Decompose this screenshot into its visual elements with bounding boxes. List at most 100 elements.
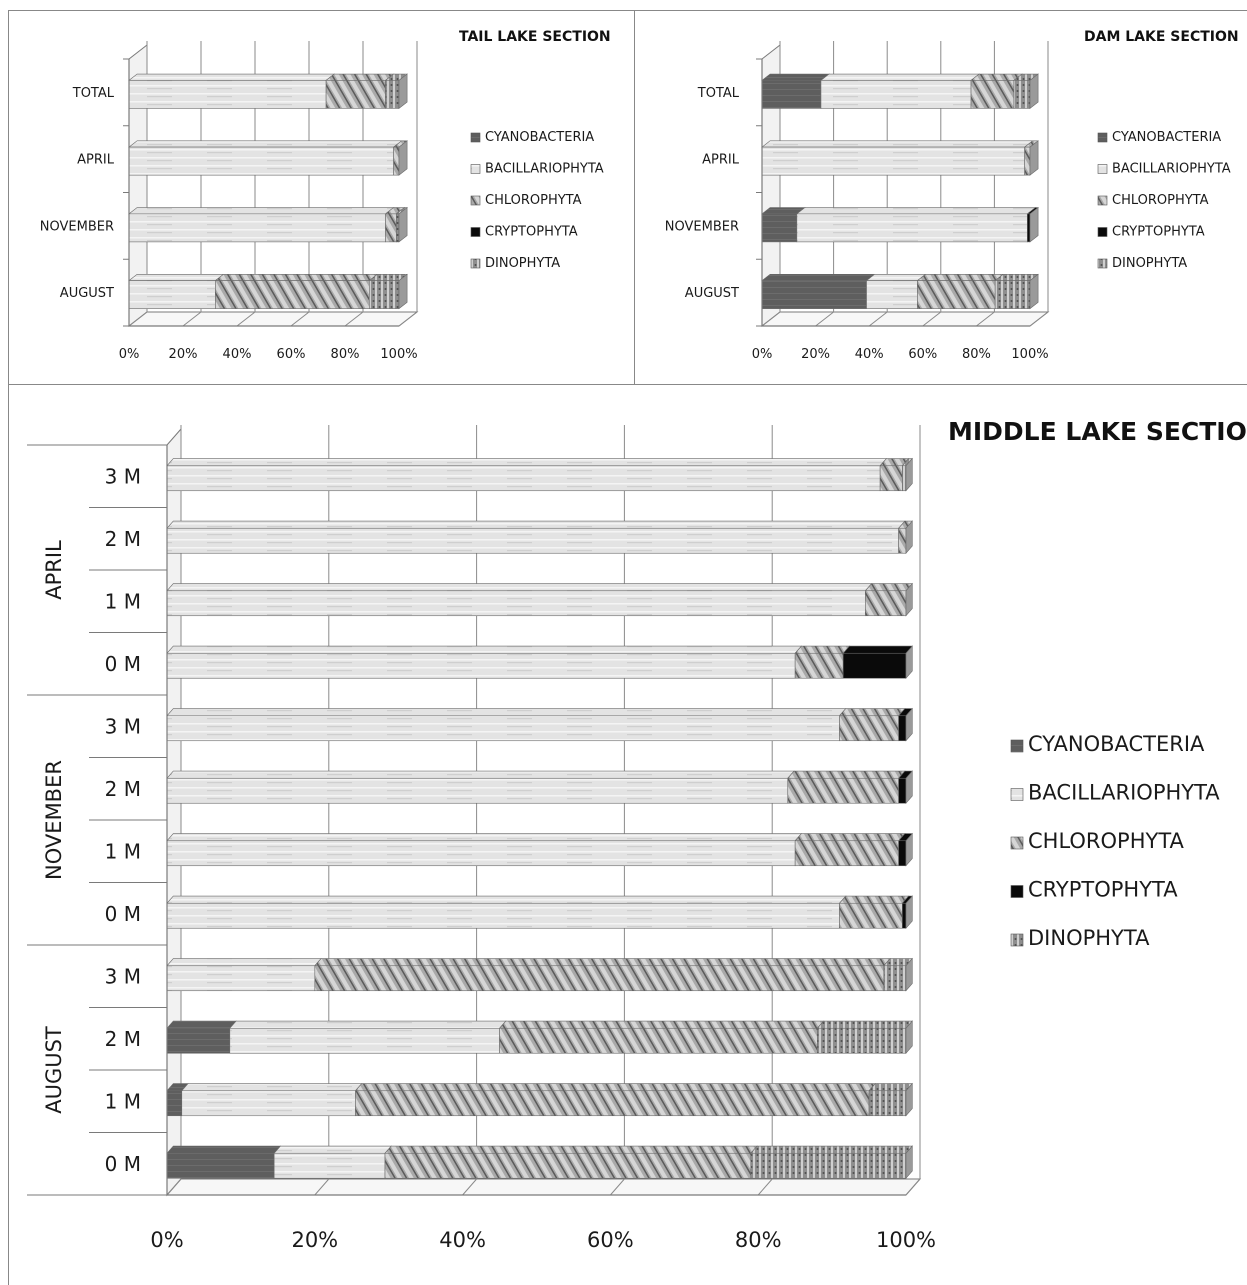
legend-label-dinophyta: DINOPHYTA xyxy=(1112,256,1187,271)
gridline-floor xyxy=(815,311,834,327)
bar-segment-chlorophyta xyxy=(917,280,996,309)
bar-segment-bacillariophyta xyxy=(128,80,327,109)
group-label-november: NOVEMBER xyxy=(42,760,66,880)
bar-april-3-m xyxy=(166,457,913,492)
bar-end-cap xyxy=(398,206,408,243)
bar-segment-top xyxy=(128,274,225,281)
x-tick-label: 60% xyxy=(908,347,937,362)
bar-segment-top xyxy=(761,73,830,81)
bar-august-0-m xyxy=(166,1145,913,1180)
tail-lake-chart: TOTAL APRIL NOVEMBER AUGUST 0% 20% 40% 60% 80% 10… xyxy=(40,29,611,362)
bar-segment-top xyxy=(128,140,403,148)
x-tick-label: 0% xyxy=(150,1228,183,1252)
bar-segment-cryptophyta xyxy=(842,652,907,679)
bar-segment-top xyxy=(816,1020,913,1029)
group-label-august: AUGUST xyxy=(42,1026,66,1114)
chart-title: TAIL LAKE SECTION xyxy=(459,29,611,45)
bar-april-0-m xyxy=(166,645,913,680)
bar-segment-top xyxy=(384,1145,758,1154)
category-label: AUGUST xyxy=(685,286,739,301)
legend-label-cyanobacteria: CYANOBACTERIA xyxy=(1028,732,1205,756)
bar-segment-chlorophyta xyxy=(794,840,899,867)
category-label: TOTAL xyxy=(72,86,115,101)
legend-swatch-dinophyta xyxy=(470,258,481,269)
legend-label-bacillariophyta: BACILLARIOPHYTA xyxy=(1112,162,1231,177)
x-tick-label: 100% xyxy=(380,347,417,362)
bar-segment-top xyxy=(166,833,803,842)
group-label-april: APRIL xyxy=(42,540,66,600)
x-tick-label: 40% xyxy=(439,1228,486,1252)
bar-segment-bacillariophyta xyxy=(820,80,972,109)
bar-segment-bacillariophyta xyxy=(128,146,394,176)
bar-segment-chlorophyta xyxy=(839,715,899,742)
bar-segment-top xyxy=(761,274,876,281)
bar-segment-chlorophyta xyxy=(794,652,844,679)
bar-segment-dinophyta xyxy=(902,465,907,492)
category-label: NOVEMBER xyxy=(40,219,114,234)
bar-segment-top xyxy=(273,1145,392,1154)
bar-november-2-m xyxy=(166,770,913,805)
legend-swatch-dinophyta xyxy=(1097,258,1108,269)
x-tick-label: 100% xyxy=(1011,347,1048,362)
legend-label-cyanobacteria: CYANOBACTERIA xyxy=(485,130,594,145)
bar-end-cap xyxy=(398,273,408,310)
bar-april-2-m xyxy=(166,520,913,555)
bar-end-cap xyxy=(398,140,408,176)
bar-segment-top xyxy=(865,274,927,281)
x-tick-label: 20% xyxy=(169,347,198,362)
bar-end-cap xyxy=(1029,73,1039,110)
legend-swatch-bacillariophyta xyxy=(470,164,481,174)
bar-segment-dinophyta xyxy=(817,1027,907,1054)
gridline-floor xyxy=(868,311,888,327)
x-tick-label: 40% xyxy=(223,347,252,362)
legend-label-cryptophyta: CRYPTOPHYTA xyxy=(1028,878,1178,902)
dam-lake-chart: TOTAL APRIL NOVEMBER AUGUST 0% 20% 40% 60% 80% 10… xyxy=(665,29,1239,362)
bar-segment-top xyxy=(181,1083,363,1092)
legend-swatch-cyanobacteria xyxy=(1010,739,1024,753)
bar-segment-chlorophyta xyxy=(215,280,370,309)
x-tick-label: 100% xyxy=(876,1228,936,1252)
bar-end-cap xyxy=(905,707,913,742)
bar-segment-chlorophyta xyxy=(325,80,386,109)
x-tick-label: 20% xyxy=(291,1228,338,1252)
bar-segment-cyanobacteria xyxy=(761,280,867,309)
gridline-floor xyxy=(757,1178,773,1196)
bar-total xyxy=(761,73,1039,110)
bar-end-cap xyxy=(905,457,913,492)
legend-label-chlorophyta: CHLOROPHYTA xyxy=(485,193,582,208)
legend-swatch-cyanobacteria xyxy=(1097,132,1108,143)
gridline-floor xyxy=(1029,311,1049,327)
legend-label-dinophyta: DINOPHYTA xyxy=(1028,926,1150,950)
bar-segment-top xyxy=(916,274,1005,281)
gridline-floor xyxy=(905,1178,921,1196)
legend-label-cryptophyta: CRYPTOPHYTA xyxy=(485,225,578,240)
legend-swatch-cyanobacteria xyxy=(470,132,481,143)
bar-august xyxy=(128,273,408,310)
category-label: 0 M xyxy=(105,902,141,926)
bar-november-3-m xyxy=(166,707,913,742)
category-label: APRIL xyxy=(77,153,115,168)
bar-segment-cryptophyta xyxy=(898,715,907,742)
legend-label-bacillariophyta: BACILLARIOPHYTA xyxy=(485,162,604,177)
bar-segment-dinophyta xyxy=(750,1152,907,1179)
x-tick-label: 60% xyxy=(277,347,306,362)
x-tick-label: 40% xyxy=(855,347,884,362)
bar-segment-top xyxy=(229,1020,507,1029)
bar-segment-bacillariophyta xyxy=(166,965,316,992)
category-label: 3 M xyxy=(105,464,141,488)
bar-segment-cyanobacteria xyxy=(761,80,822,109)
category-label: AUGUST xyxy=(60,286,114,301)
legend-swatch-bacillariophyta xyxy=(1010,788,1024,801)
category-label: 2 M xyxy=(105,527,141,551)
bar-segment-chlorophyta xyxy=(839,902,903,929)
chart-floor xyxy=(127,311,419,327)
legend-swatch-cryptophyta xyxy=(1010,885,1024,898)
legend-swatch-cryptophyta xyxy=(470,227,481,237)
bar-segment-bacillariophyta xyxy=(761,146,1025,176)
x-tick-label: 80% xyxy=(735,1228,782,1252)
bar-segment-top xyxy=(128,73,336,81)
gridline-floor xyxy=(314,1178,330,1196)
category-label: 1 M xyxy=(105,589,141,613)
bar-segment-chlorophyta xyxy=(879,465,903,492)
bar-segment-top xyxy=(838,708,906,717)
